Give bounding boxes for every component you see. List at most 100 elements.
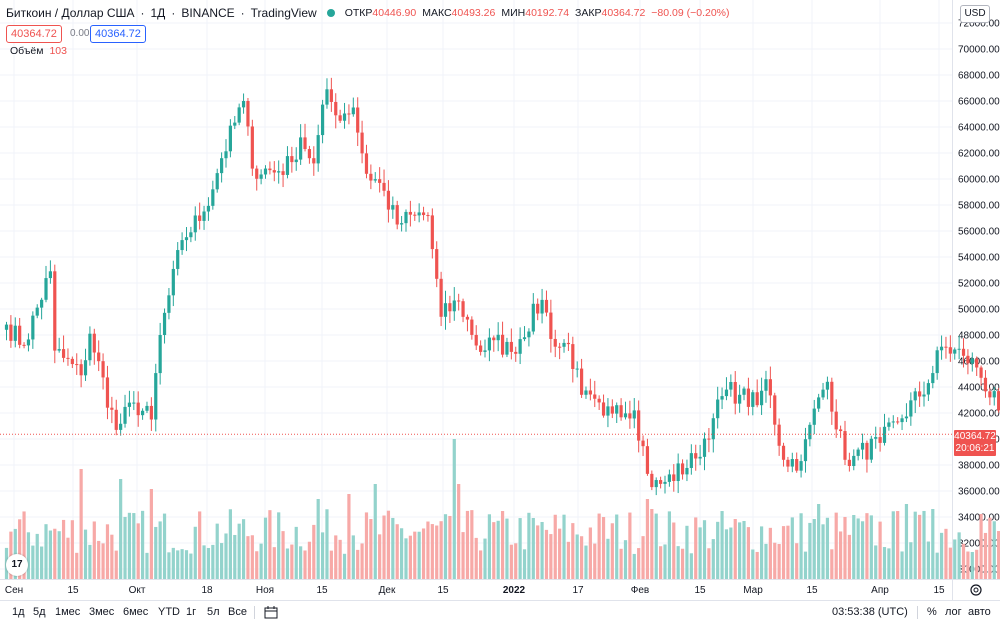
candle: [812, 399, 816, 435]
candle-body: [496, 334, 500, 341]
candle: [777, 418, 781, 456]
volume-bar: [176, 550, 180, 579]
range-1d-button[interactable]: 1д: [12, 606, 25, 618]
symbol-name[interactable]: Биткоин / Доллар США: [6, 6, 135, 20]
range-6m-button[interactable]: 6мес: [123, 606, 149, 618]
volume-bar: [97, 540, 101, 579]
percent-scale-button[interactable]: %: [927, 606, 937, 618]
volume-bar: [263, 517, 268, 579]
candle: [158, 322, 162, 385]
volume-bar: [566, 541, 571, 579]
volume-bar: [294, 526, 298, 579]
volume-bar: [347, 494, 351, 579]
candle: [83, 348, 88, 381]
candle-body: [198, 215, 202, 221]
volume-bar: [856, 518, 860, 579]
range-all-button[interactable]: Все: [228, 606, 247, 618]
candle-body: [233, 122, 237, 126]
volume-bar: [659, 546, 663, 579]
candle-body: [676, 463, 680, 482]
volume-bar: [549, 534, 553, 579]
volume-legend: Объём 103: [10, 45, 67, 57]
currency-button[interactable]: USD: [960, 5, 990, 23]
buy-price-button[interactable]: 40364.72: [90, 25, 146, 43]
candle: [549, 299, 553, 353]
go-to-date-icon[interactable]: [264, 606, 278, 622]
log-scale-button[interactable]: лог: [945, 606, 962, 618]
volume-bar: [588, 527, 592, 579]
volume-bar: [316, 499, 320, 579]
candle-body: [509, 341, 513, 352]
candle: [659, 476, 663, 489]
volume-bar: [799, 513, 803, 579]
candle: [667, 469, 671, 487]
candle-body: [615, 405, 619, 414]
sell-price-button[interactable]: 40364.72: [6, 25, 62, 43]
candle-body: [939, 346, 944, 351]
tradingview-logo-icon[interactable]: 17: [6, 554, 28, 576]
volume-bar: [694, 517, 698, 579]
candle: [527, 328, 531, 347]
volume-label[interactable]: Объём: [10, 45, 44, 57]
candle: [140, 408, 145, 420]
candle: [149, 397, 153, 431]
candle-body: [650, 473, 654, 488]
candle-body: [553, 338, 557, 347]
candle: [562, 339, 566, 353]
candle-body: [228, 125, 232, 152]
time-tick-label: Апр: [871, 585, 889, 596]
volume-bar: [272, 547, 276, 579]
candle-body: [224, 151, 228, 159]
close-label: ЗАКР: [575, 7, 602, 19]
volume-bar: [285, 548, 290, 579]
volume-bar: [544, 529, 549, 579]
candle: [948, 335, 952, 362]
candle: [795, 452, 799, 473]
volume-bar: [900, 551, 904, 579]
candle-body: [729, 382, 733, 390]
range-5y-button[interactable]: 5л: [207, 606, 220, 618]
range-1y-button[interactable]: 1г: [186, 606, 197, 618]
volume-bar: [320, 532, 325, 579]
range-3m-button[interactable]: 3мес: [89, 606, 115, 618]
volume-bar: [738, 522, 742, 579]
spread-value: 0.00: [70, 28, 90, 39]
candle: [312, 146, 316, 176]
auto-scale-button[interactable]: авто: [968, 606, 991, 618]
candle: [751, 389, 755, 416]
volume-bar: [522, 549, 527, 579]
candle: [610, 399, 614, 419]
candle: [707, 427, 711, 453]
candle: [680, 459, 685, 480]
volume-bar: [654, 513, 658, 579]
volume-bar: [119, 479, 123, 579]
range-5d-button[interactable]: 5д: [33, 606, 46, 618]
candle: [957, 335, 961, 360]
range-ytd-button[interactable]: YTD: [158, 606, 180, 618]
volume-bar: [435, 525, 439, 579]
candle-body: [426, 215, 430, 217]
volume-bar: [443, 514, 448, 579]
candle-body: [53, 271, 57, 351]
clock-label[interactable]: 03:53:38 (UTC): [832, 606, 908, 618]
volume-bar: [553, 514, 557, 579]
volume-bar: [404, 538, 408, 579]
candle: [44, 265, 48, 303]
candle: [632, 398, 636, 429]
candle-body: [268, 168, 272, 171]
candle-body: [101, 361, 105, 378]
settings-gear-icon[interactable]: [970, 584, 982, 596]
candle-body: [26, 339, 31, 346]
candle: [773, 392, 777, 436]
volume-bar: [812, 519, 816, 579]
volume-bar: [540, 521, 544, 579]
exchange-separator: ·: [240, 6, 245, 20]
candle-body: [237, 107, 241, 123]
open-label: ОТКР: [344, 7, 373, 19]
range-1m-button[interactable]: 1мес: [55, 606, 81, 618]
market-status-icon: [326, 9, 335, 17]
interval-label[interactable]: 1Д: [150, 6, 166, 20]
volume-bar: [268, 510, 272, 579]
candle: [176, 242, 180, 276]
